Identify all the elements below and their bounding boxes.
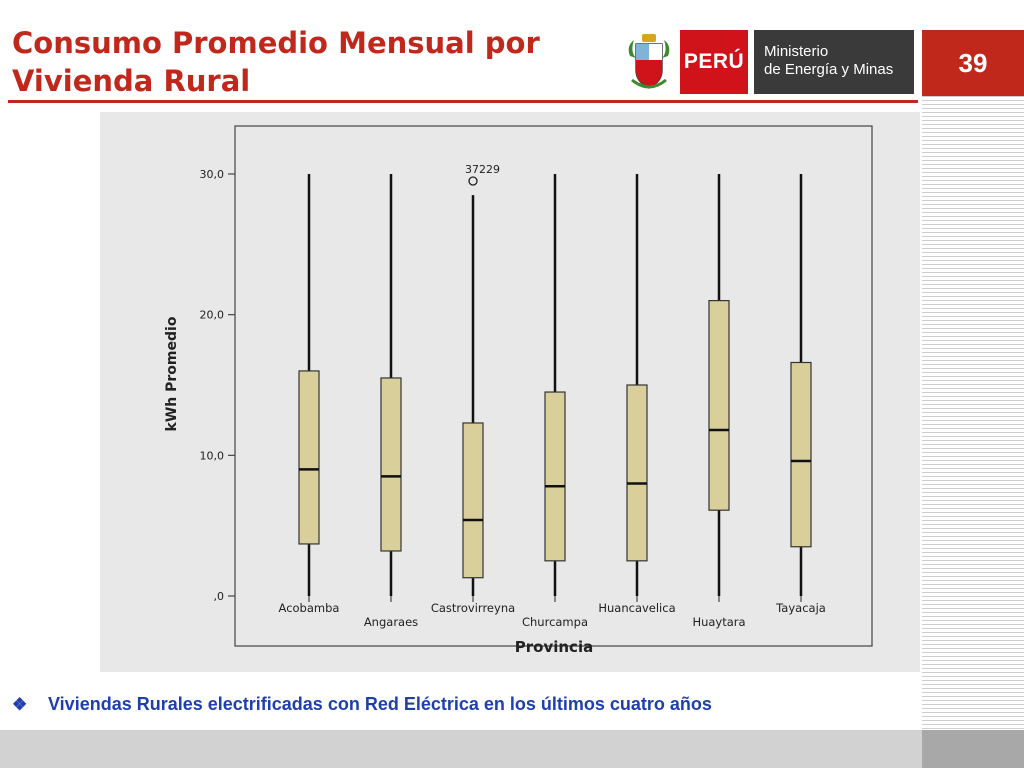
page-title: Consumo Promedio Mensual por Vivienda Ru…	[12, 24, 612, 100]
bullet-text: Viviendas Rurales electrificadas con Red…	[48, 694, 712, 714]
box-acobamba	[298, 174, 320, 602]
y-axis-label: kWh Promedio	[164, 316, 180, 431]
x-tick-label: Huancavelica	[598, 601, 675, 615]
title-line-2: Vivienda Rural	[12, 64, 251, 98]
title-underline	[8, 100, 918, 103]
ministry-label: Ministerio de Energía y Minas	[754, 30, 914, 94]
footer-band	[0, 730, 922, 768]
box-huaytara	[708, 174, 730, 602]
x-tick-label: Acobamba	[279, 601, 340, 615]
x-tick-label: Churcampa	[522, 615, 588, 629]
x-tick-label: Huaytara	[692, 615, 745, 629]
iqr-box	[626, 384, 648, 562]
footer-corner	[922, 730, 1024, 768]
diamond-bullet-icon: ❖	[12, 694, 28, 714]
iqr-box	[380, 377, 402, 552]
x-axis-tick-labels: Acobamba Angaraes Castrovirreyna Churcampa H…	[279, 601, 826, 629]
y-tick-label: 10,0	[200, 449, 225, 462]
y-tick-label: 20,0	[200, 309, 225, 322]
iqr-box	[790, 361, 812, 548]
x-tick-label: Tayacaja	[775, 601, 826, 615]
iqr-box	[708, 300, 730, 511]
bullet-note: ❖ Viviendas Rurales electrificadas con R…	[12, 694, 917, 715]
box-tayacaja	[790, 174, 812, 602]
outlier-label: 37229	[465, 163, 500, 176]
box-huancavelica	[626, 174, 648, 602]
y-tick-label: 30,0	[200, 168, 225, 181]
page-number: 39	[922, 30, 1024, 96]
y-axis-ticks: ,0 10,0 20,0 30,0	[200, 168, 235, 603]
y-tick-label: ,0	[214, 590, 225, 603]
x-tick-label: Castrovirreyna	[431, 601, 515, 615]
box-angaraes	[380, 174, 402, 602]
boxplot-chart: ,0 10,0 20,0 30,0 37229 Acobamba Angaraes Cas…	[100, 112, 920, 672]
outlier-point	[468, 176, 478, 186]
x-tick-label: Angaraes	[364, 615, 418, 629]
iqr-box	[544, 391, 566, 562]
x-axis-label: Provincia	[515, 638, 593, 656]
ministry-line-1: Ministerio	[764, 43, 829, 60]
peru-coat-of-arms-icon	[628, 34, 670, 89]
iqr-box	[462, 422, 484, 579]
ministry-line-2: de Energía y Minas	[764, 61, 894, 78]
peru-label: PERÚ	[680, 30, 748, 94]
chart-svg: ,0 10,0 20,0 30,0 37229 Acobamba Angaraes Cas…	[100, 112, 920, 672]
box-churcampa	[544, 174, 566, 602]
box-series: 37229	[298, 163, 812, 602]
box-castrovirreyna: 37229	[462, 163, 500, 602]
plot-frame	[234, 125, 873, 647]
decorative-stripes	[922, 96, 1024, 768]
title-line-1: Consumo Promedio Mensual por	[12, 26, 540, 60]
iqr-box	[298, 370, 320, 545]
ministry-logo: PERÚ Ministerio de Energía y Minas	[624, 30, 914, 94]
